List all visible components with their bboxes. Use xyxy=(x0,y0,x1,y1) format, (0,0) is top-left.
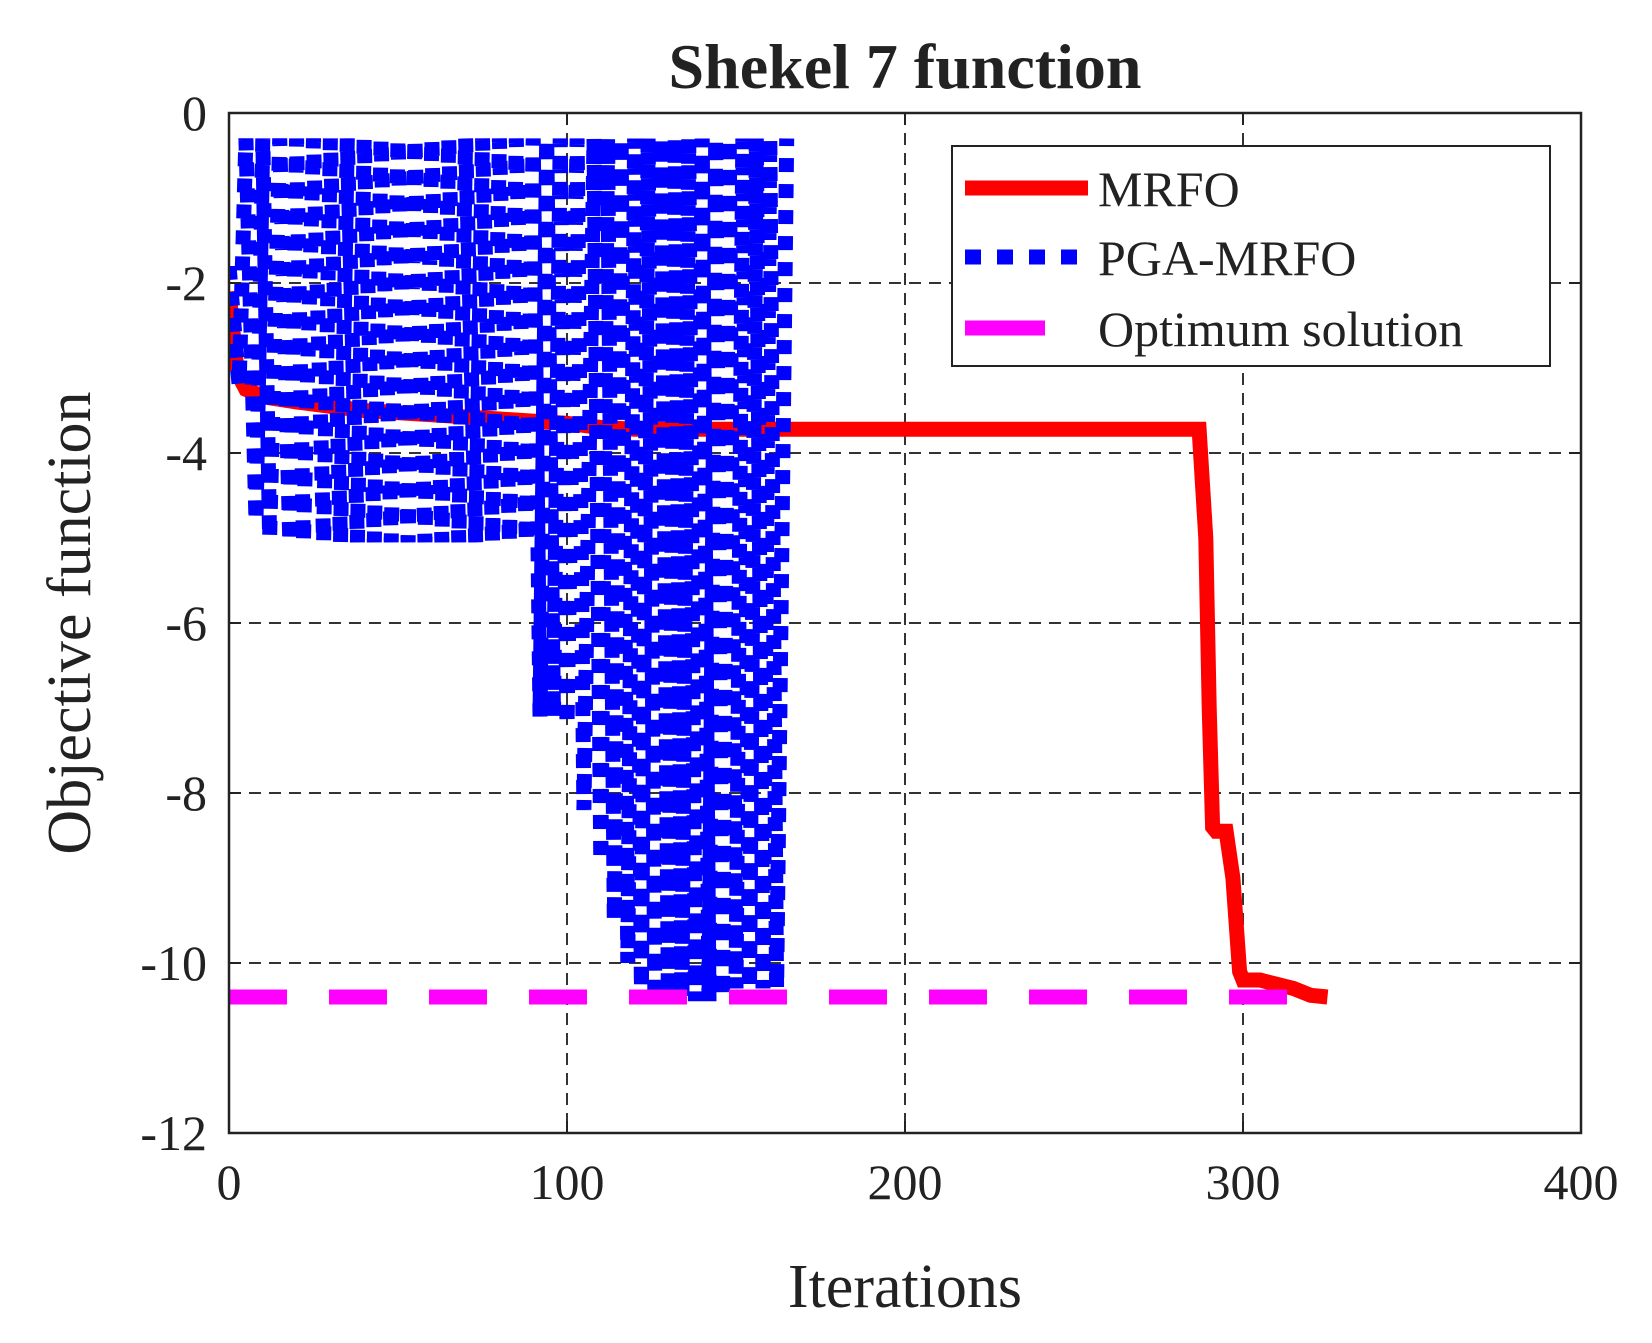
y-tick-label: -2 xyxy=(165,255,207,311)
x-tick-label: 400 xyxy=(1544,1154,1619,1210)
y-tick-label: 0 xyxy=(182,85,207,141)
y-tick-label: -8 xyxy=(165,765,207,821)
legend-label-mrfo: MRFO xyxy=(1098,161,1240,217)
x-tick-label: 0 xyxy=(217,1154,242,1210)
y-tick-label: -10 xyxy=(140,935,207,991)
legend: MRFO PGA-MRFO Optimum solution xyxy=(951,145,1551,367)
y-tick-label: -4 xyxy=(165,425,207,481)
x-tick-label: 100 xyxy=(530,1154,605,1210)
y-axis-label: Objective function xyxy=(36,391,104,854)
series-group xyxy=(229,138,1329,1005)
y-tick-label: -12 xyxy=(140,1105,207,1161)
y-tick-label: -6 xyxy=(165,595,207,651)
x-tick-label: 200 xyxy=(868,1154,943,1210)
legend-label-pga-mrfo: PGA-MRFO xyxy=(1098,230,1356,286)
axis-ticks: 0 100 200 300 400 0 -2 -4 -6 -8 -10 -12 xyxy=(140,85,1618,1210)
x-axis-label: Iterations xyxy=(788,1253,1022,1321)
legend-label-optimum-solution: Optimum solution xyxy=(1098,301,1463,357)
series-line-pga-mrfo xyxy=(229,138,795,1002)
chart-title: Shekel 7 function xyxy=(669,31,1142,102)
x-tick-label: 300 xyxy=(1206,1154,1281,1210)
